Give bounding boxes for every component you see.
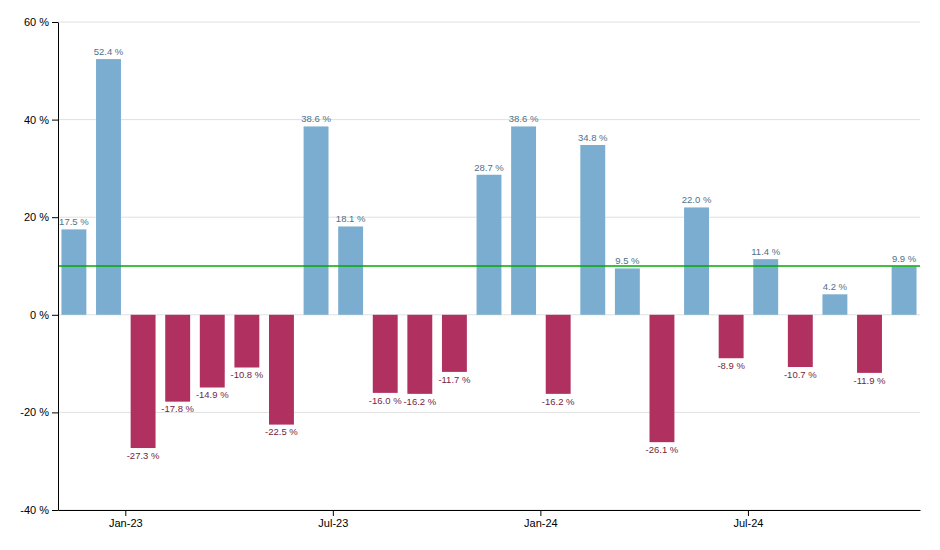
data-label: 38.6 %	[509, 113, 539, 124]
y-tick-label: 60 %	[24, 16, 49, 28]
data-label: 11.4 %	[751, 246, 780, 257]
y-tick: -40 %	[20, 504, 58, 516]
x-tick-label: Jan-24	[524, 517, 558, 529]
data-label: 9.9 %	[892, 253, 917, 264]
bar	[61, 229, 86, 314]
bar	[857, 315, 882, 373]
y-axis-line	[58, 23, 59, 511]
data-label: -16.0 %	[369, 395, 402, 406]
y-tick-mark	[52, 412, 58, 413]
grid-line	[58, 119, 920, 120]
bar	[892, 266, 917, 314]
bar	[650, 315, 675, 442]
data-label: 9.5 %	[615, 255, 640, 266]
y-tick-mark	[52, 22, 58, 23]
y-tick: -20 %	[20, 406, 58, 418]
y-tick-mark	[52, 510, 58, 511]
bar	[338, 226, 363, 314]
data-label: 34.8 %	[578, 132, 608, 143]
data-label: -11.9 %	[853, 375, 886, 386]
y-tick-mark	[52, 120, 58, 121]
bar	[373, 315, 398, 393]
data-label: 38.6 %	[301, 113, 331, 124]
grid	[58, 22, 920, 510]
y-tick: 0 %	[30, 309, 58, 321]
data-label: -26.1 %	[646, 444, 679, 455]
x-tick: Jan-24	[524, 510, 558, 529]
bar	[511, 126, 536, 314]
x-axis-line	[59, 510, 921, 511]
bar	[234, 315, 259, 368]
x-tick-label: Jan-23	[109, 517, 143, 529]
data-label: 22.0 %	[682, 194, 712, 205]
grid-line	[58, 510, 920, 511]
y-tick: 40 %	[24, 114, 58, 126]
x-axis: Jan-23 Jul-23 Jan-24 Jul-24	[59, 510, 921, 529]
grid-line	[58, 22, 920, 23]
x-tick-label: Jul-24	[733, 517, 763, 529]
data-label: -16.2 %	[403, 396, 436, 407]
bar	[580, 145, 605, 315]
x-tick-mark	[125, 510, 126, 516]
data-label: -8.9 %	[717, 360, 745, 371]
data-label: -16.2 %	[542, 396, 575, 407]
x-tick: Jul-24	[733, 510, 763, 529]
bar	[407, 315, 432, 394]
y-tick-label: 40 %	[24, 114, 49, 126]
data-labels: 17.5 % 52.4 % -27.3 % -17.8 %-14.9 %-10.8 %…	[59, 46, 917, 461]
y-tick-mark	[52, 315, 58, 316]
data-label: -14.9 %	[196, 389, 229, 400]
bar	[269, 315, 294, 425]
bar	[96, 59, 121, 315]
y-tick-label: 0 %	[30, 309, 49, 321]
y-tick-mark	[52, 217, 58, 218]
bar	[719, 315, 744, 358]
bar	[788, 315, 813, 367]
plot: -40 %-20 %0 %20 %40 %60 %Jan-23Jul-23Jan…	[20, 16, 920, 529]
data-label: -11.7 %	[438, 374, 471, 385]
data-label: -10.8 %	[230, 369, 263, 380]
bar	[304, 126, 329, 314]
chart: -40 %-20 %0 %20 %40 %60 %Jan-23Jul-23Jan…	[0, 0, 940, 550]
y-tick-label: -40 %	[20, 504, 49, 516]
x-tick-mark	[540, 510, 541, 516]
bar	[131, 315, 156, 448]
data-label: -17.8 %	[161, 403, 194, 414]
x-tick: Jul-23	[318, 510, 348, 529]
data-label: -22.5 %	[265, 426, 298, 437]
data-label: 18.1 %	[336, 213, 366, 224]
data-label: 17.5 %	[59, 216, 89, 227]
x-tick-label: Jul-23	[318, 517, 348, 529]
y-axis: -40 % -20 % 0 % 20 % 40 % 60 %	[20, 16, 58, 516]
bar	[615, 268, 640, 314]
bar	[165, 315, 190, 402]
bar	[546, 315, 571, 394]
y-tick: 60 %	[24, 16, 58, 28]
y-tick-label: 20 %	[24, 211, 49, 223]
x-tick-mark	[333, 510, 334, 516]
bar	[822, 294, 847, 314]
y-tick-label: -20 %	[20, 406, 49, 418]
data-label: 52.4 %	[94, 46, 124, 57]
x-tick: Jan-23	[109, 510, 143, 529]
x-tick-mark	[748, 510, 749, 516]
bar	[753, 259, 778, 315]
data-label: -10.7 %	[784, 369, 817, 380]
bar	[477, 175, 502, 315]
data-label: 4.2 %	[823, 281, 848, 292]
data-label: 28.7 %	[474, 162, 504, 173]
marks	[58, 59, 920, 448]
bar	[684, 207, 709, 314]
y-tick: 20 %	[24, 211, 58, 223]
reference-line	[58, 265, 920, 267]
data-label: -27.3 %	[127, 450, 160, 461]
bar	[442, 315, 467, 372]
bar	[200, 315, 225, 388]
